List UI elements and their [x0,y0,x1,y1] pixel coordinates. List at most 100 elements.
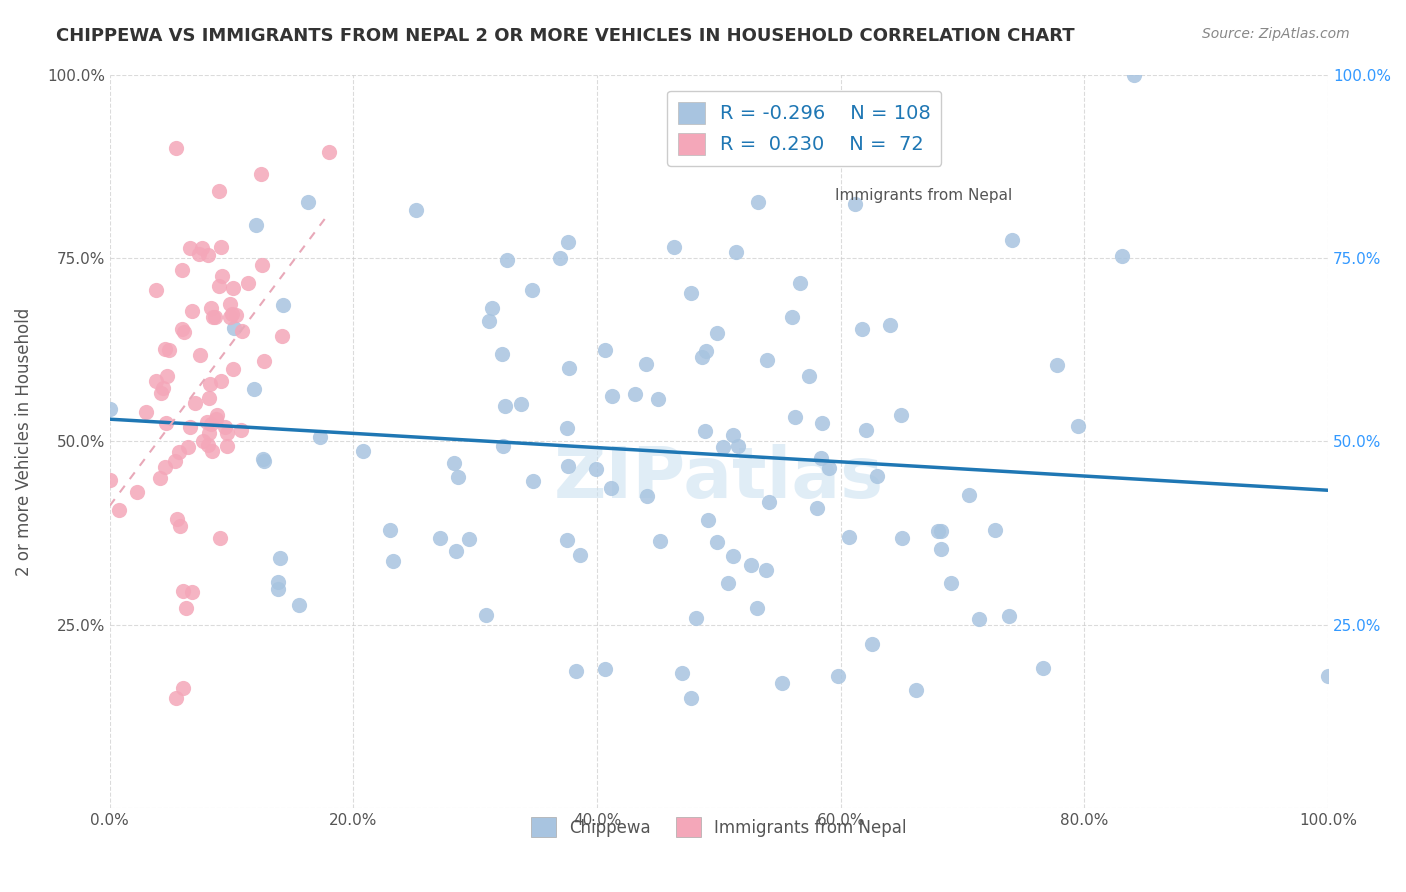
Point [679,691,702,706]
Point [145,283,167,297]
Point [125,485,148,500]
Point [522,474,544,488]
Point [250,167,273,181]
Point [475,608,498,623]
Point [149,471,172,485]
Point [810,451,832,466]
Point [201,310,224,325]
Point [1317,669,1340,683]
Point [167,444,190,458]
Point [209,240,232,254]
Point [253,454,276,468]
Point [600,482,623,496]
Point [860,637,883,651]
Point [205,412,228,426]
Point [929,524,952,538]
Point [221,281,243,295]
Point [197,248,219,262]
Point [156,369,179,384]
Point [494,400,516,414]
Point [1111,248,1133,262]
Point [557,235,579,249]
Point [429,532,451,546]
Point [806,500,828,515]
Point [225,308,247,322]
Point [478,314,501,328]
Point [721,549,744,564]
Point [754,563,776,577]
Point [491,346,513,360]
Point [481,301,503,316]
Point [671,666,693,681]
Point [174,601,197,615]
Point [1046,358,1069,372]
Point [170,322,193,336]
Point [177,440,200,454]
Point [181,304,204,318]
Point [593,343,616,358]
Point [217,426,239,441]
Point [585,462,607,476]
Point [706,535,728,549]
Point [269,550,291,565]
Point [444,544,467,558]
Text: Chippewa: Chippewa [835,152,910,167]
Point [565,664,588,678]
Text: CHIPPEWA VS IMMIGRANTS FROM NEPAL 2 OR MORE VEHICLES IN HOUSEHOLD CORRELATION CH: CHIPPEWA VS IMMIGRANTS FROM NEPAL 2 OR M… [56,27,1074,45]
Point [188,247,211,261]
Point [153,343,176,357]
Point [706,326,728,340]
Point [221,307,243,321]
Point [198,391,221,405]
Point [818,460,841,475]
Point [717,575,740,590]
Point [1066,418,1088,433]
Point [149,385,172,400]
Point [98,473,121,487]
Point [851,322,873,336]
Point [648,534,671,549]
Point [890,531,912,545]
Point [957,488,980,502]
Point [740,558,762,572]
Point [696,513,718,527]
Point [446,469,468,483]
Point [155,416,177,430]
Point [866,469,889,483]
Point [155,459,177,474]
Point [184,396,207,410]
Point [218,296,240,310]
Point [135,405,157,419]
Point [380,523,402,537]
Point [169,518,191,533]
Point [197,426,219,441]
Point [231,324,253,338]
Point [555,533,578,548]
Point [191,434,214,448]
Point [173,326,195,340]
Point [998,608,1021,623]
Point [208,184,231,198]
Point [967,612,990,626]
Point [98,402,121,417]
Point [205,408,228,422]
Point [200,417,222,432]
Point [789,276,811,290]
Point [200,301,222,315]
Point [685,610,707,624]
Point [558,360,581,375]
Point [267,574,290,589]
Point [557,458,579,473]
Point [1001,233,1024,247]
Point [983,523,1005,537]
Point [827,669,849,683]
Point [747,194,769,209]
Point [681,285,703,300]
Legend: Chippewa, Immigrants from Nepal: Chippewa, Immigrants from Nepal [524,811,914,844]
Point [844,196,866,211]
Point [1032,661,1054,675]
Point [236,276,259,290]
Point [198,376,221,391]
Point [208,279,231,293]
Point [725,245,748,260]
